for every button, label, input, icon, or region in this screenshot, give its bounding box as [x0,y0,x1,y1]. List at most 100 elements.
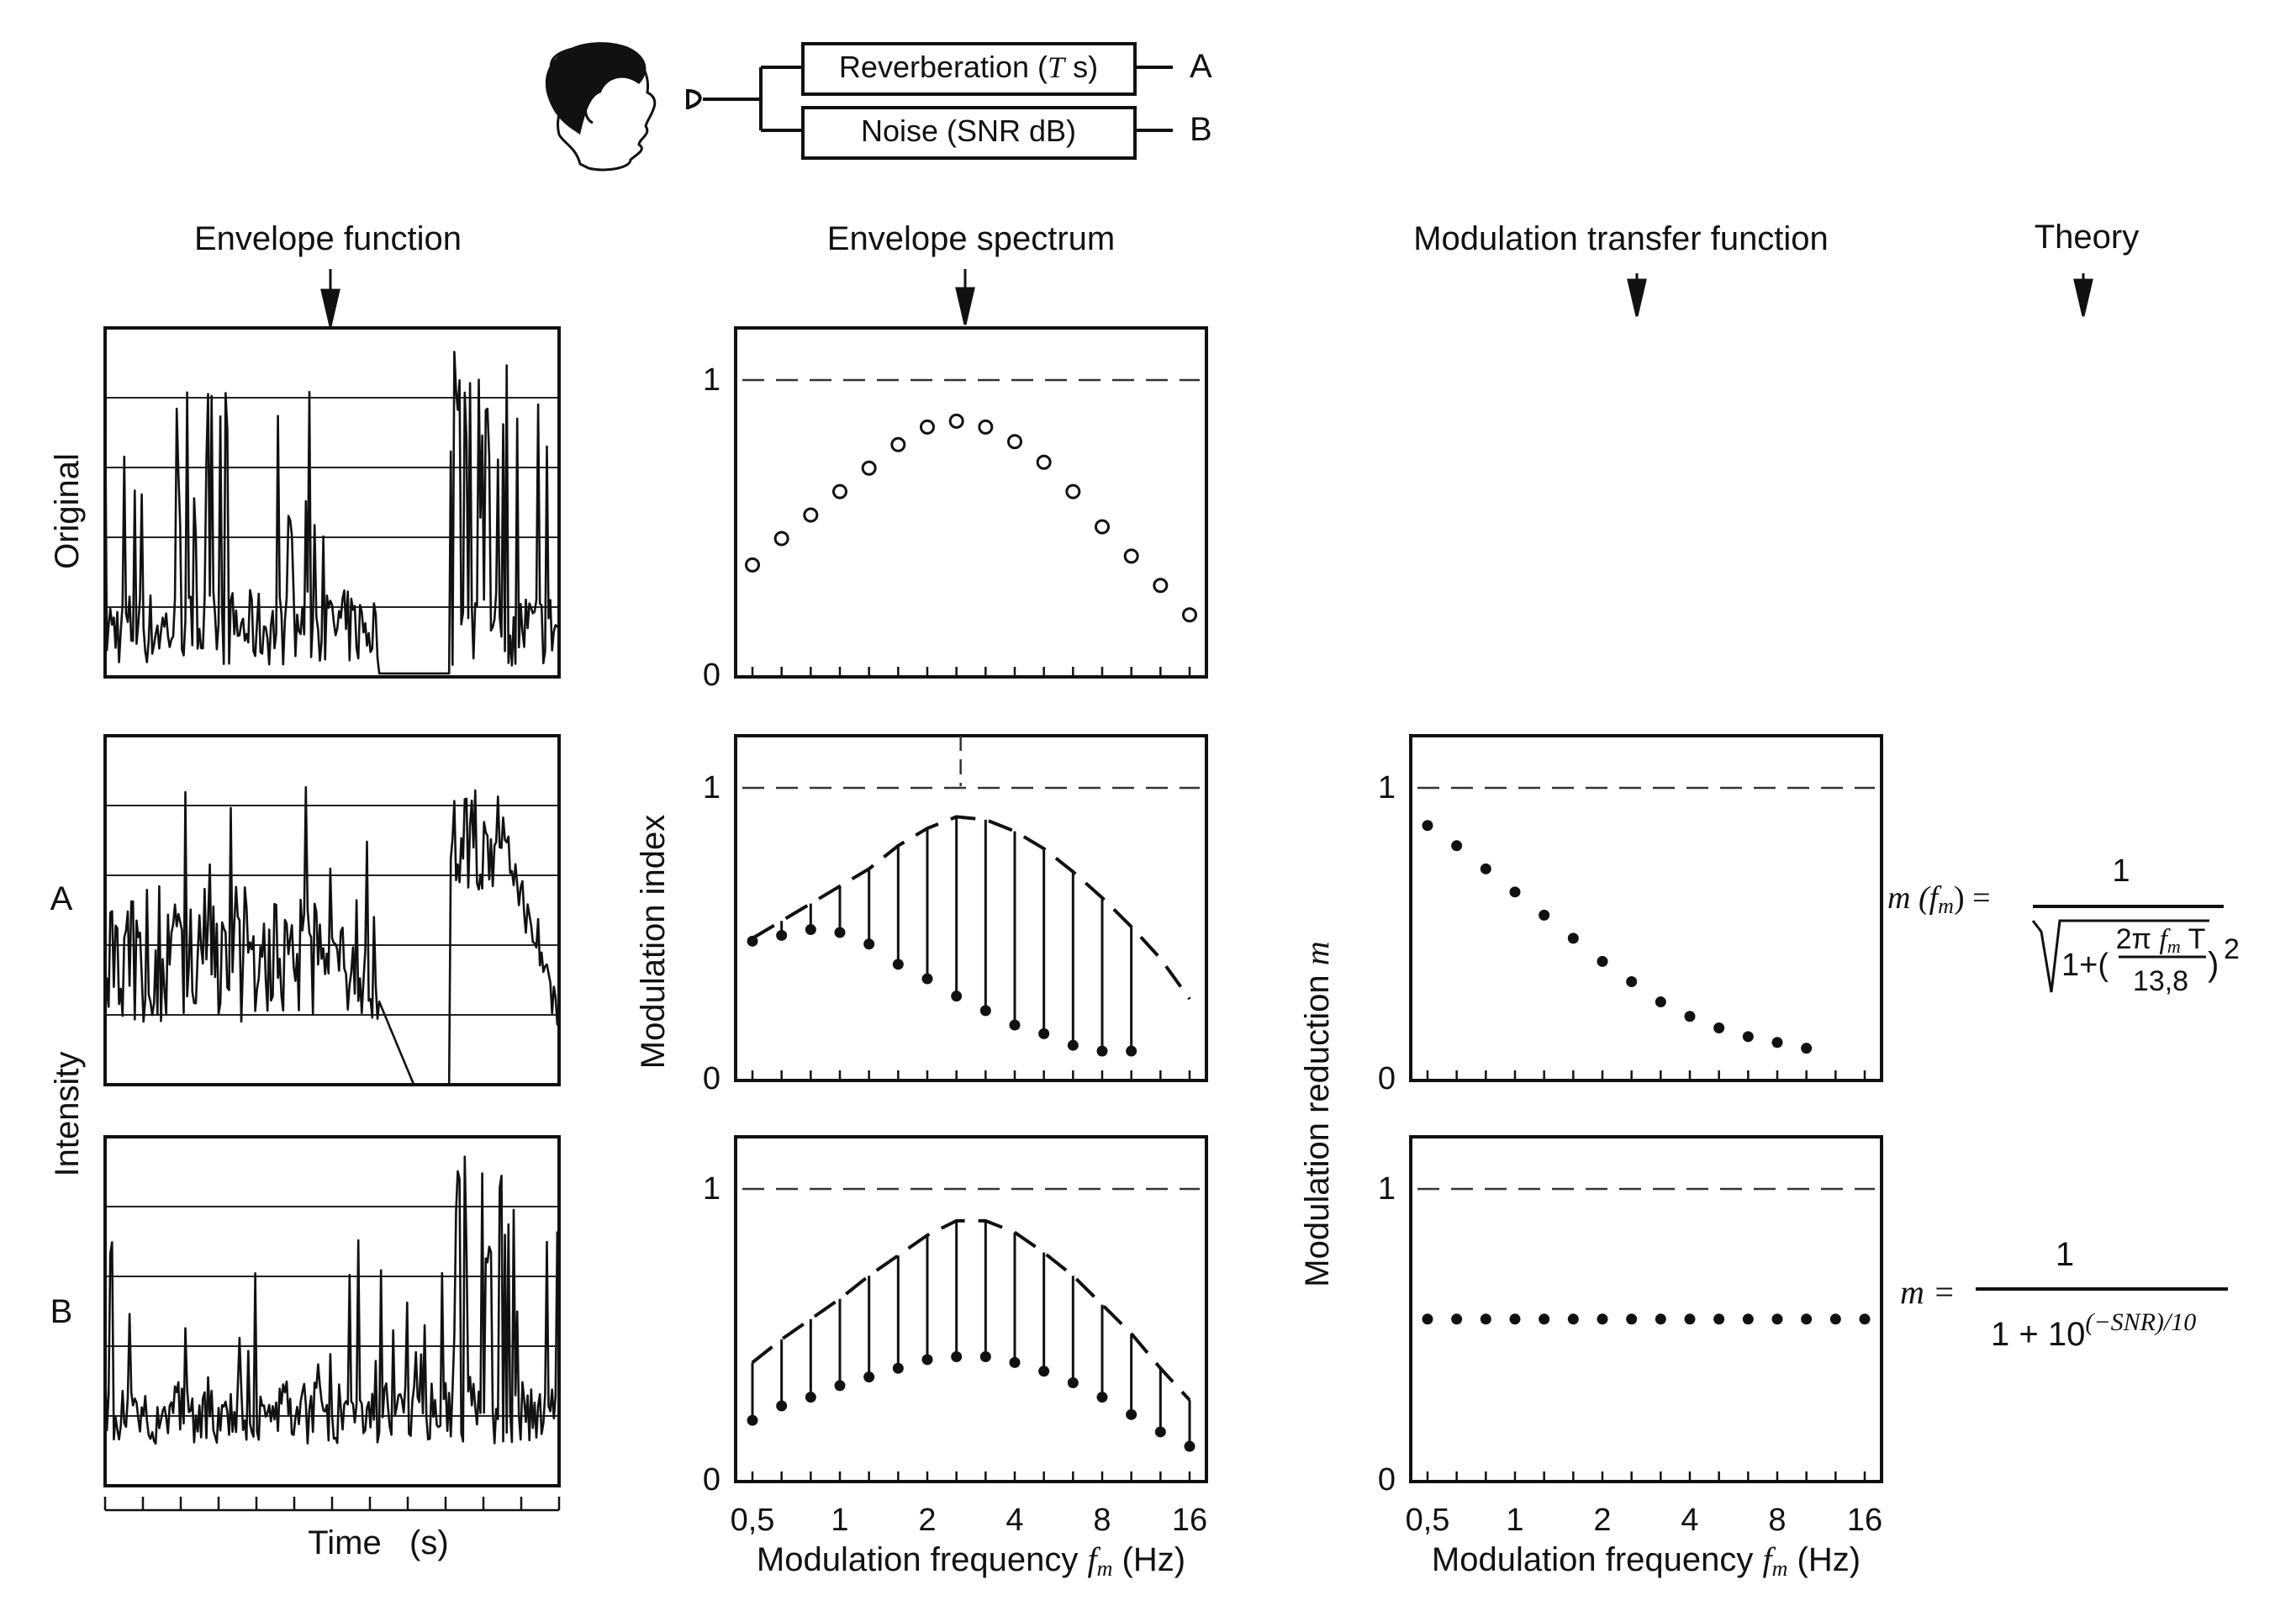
original-spectrum-curve [751,815,1191,1001]
time-axis [103,1497,561,1512]
data-point [1597,955,1608,967]
data-point [832,483,847,499]
reverberation-label: Reverberation ( [839,50,1048,84]
row-label-a: A [50,880,73,917]
data-point [1801,1043,1813,1054]
spectrum-a: 10 [703,734,1208,1096]
header-arrows [320,269,2093,327]
data-point [951,991,963,1002]
y-tick-label-1: 1 [1378,1171,1396,1207]
data-point [892,959,904,970]
original-spectrum-curve [751,1218,1191,1402]
data-point [776,1400,788,1412]
data-point [1655,1313,1666,1325]
data-point [1007,434,1022,450]
data-point [1480,1313,1491,1325]
data-point [1684,1313,1696,1325]
data-point [1771,1313,1783,1325]
envelope-trace [103,1155,561,1445]
mtf-x-axis-label: Modulation frequency fm (Hz) [1432,1540,1861,1581]
y-tick-label-0: 0 [703,1061,720,1096]
x-tick-label: 0,5 [731,1503,775,1538]
x-tick-label: 2 [918,1503,936,1538]
data-point [1095,519,1110,535]
x-tick-label: 16 [1847,1503,1882,1538]
svg-text:): ) [2208,946,2219,983]
data-point [1713,1022,1725,1034]
data-point [921,1354,933,1366]
data-point [1038,1366,1050,1377]
data-point [1096,1045,1108,1057]
x-tick-label: 8 [1093,1503,1111,1538]
data-point [805,1392,816,1403]
svg-text:2π fm T: 2π fm T [2116,923,2206,957]
data-point [747,1414,758,1426]
data-point [803,507,819,523]
envelope-trace [103,785,561,1086]
data-point [745,557,760,573]
data-point [1009,1356,1021,1368]
data-point [1567,1313,1579,1325]
column-headers: Envelope function Envelope spectrum Modu… [194,219,2139,257]
data-point [805,924,816,936]
data-point [1509,886,1521,898]
svg-text:2: 2 [2224,933,2240,965]
y-tick-label-0: 0 [1378,1462,1396,1498]
intensity-axis-label: Intensity [49,1052,86,1177]
data-point [1684,1011,1696,1022]
svg-text:Reverberation (T s): Reverberation (T s) [839,50,1098,84]
data-point [1539,909,1550,921]
data-point [1038,1028,1050,1039]
data-point [747,935,758,947]
data-point [1126,1408,1137,1420]
data-point [1123,548,1139,564]
header-envelope-function: Envelope function [194,220,462,257]
data-point [1742,1313,1754,1325]
x-tick-label: 8 [1768,1503,1786,1538]
data-point [1742,1031,1754,1043]
data-point [1655,996,1666,1008]
modulation-reduction-axis-label: Modulation reduction m [1298,941,1336,1286]
data-point [834,927,846,938]
data-point [1009,1019,1021,1031]
reverberation-tail: s) [1064,50,1098,84]
panel-frame [734,1135,1208,1483]
data-point [1509,1313,1521,1325]
mtf-a: 10 [1378,734,1883,1096]
spectrum-b: 1 0 0,5 1 2 4 8 16 [703,1135,1208,1538]
reverberation-box: Reverberation (T s) A [801,42,1212,96]
data-point [1597,1313,1608,1325]
data-point [1036,454,1052,470]
row-label-b: B [50,1293,73,1330]
spectrum-x-axis-label: Modulation frequency fm (Hz) [757,1540,1185,1581]
y-tick-label-0: 0 [703,658,720,693]
data-point [1422,820,1433,832]
envelope-function-panels [103,326,561,1487]
spectrum-original: 10 [703,326,1208,693]
data-point [1184,1440,1196,1452]
x-tick-label: 0,5 [1406,1503,1450,1538]
data-point [1451,840,1463,852]
data-point [951,1351,963,1363]
noise-label: Noise (SNR dB) [861,114,1076,148]
data-point [890,436,906,452]
x-tick-label: 2 [1593,1503,1611,1538]
x-tick-label: 1 [831,1503,848,1538]
output-b-label: B [1190,111,1212,148]
svg-text:1+(: 1+( [2061,948,2109,983]
panel-frame [1409,1135,1883,1483]
data-point [863,938,875,950]
data-point [1126,1045,1137,1057]
y-tick-label-1: 1 [703,362,720,398]
data-point [1539,1313,1550,1325]
data-point [1626,975,1638,987]
data-point [861,460,877,476]
data-point [1480,863,1491,874]
data-point [921,973,933,985]
data-point [1713,1313,1725,1325]
panel-frame [734,734,1208,1082]
data-point [1422,1313,1433,1325]
x-tick-label: 4 [1005,1503,1023,1538]
svg-text:1: 1 [2112,853,2130,889]
